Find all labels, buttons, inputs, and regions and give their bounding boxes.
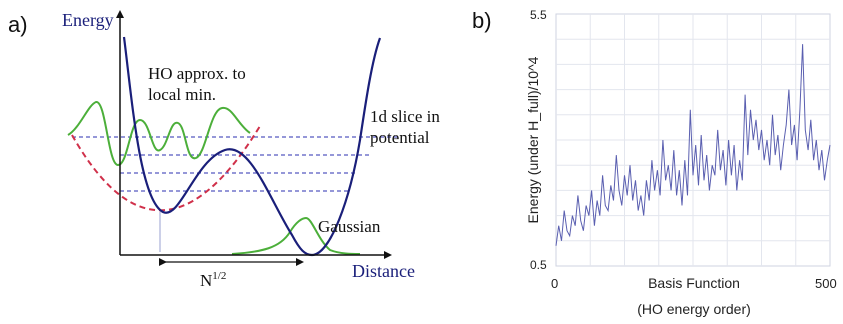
x-axis-label-b-2: (HO energy order)	[637, 301, 751, 317]
slice-annotation-line-2: potential	[370, 128, 430, 147]
x-tick-max: 500	[815, 276, 837, 291]
y-axis-label-b: Energy (under H_full)/10^4	[525, 56, 541, 223]
ho-annotation-line-1: HO approx. to	[148, 64, 246, 83]
ho-annotation-line-2: local min.	[148, 85, 216, 104]
energy-levels	[72, 136, 400, 192]
gaussian-curve	[231, 216, 361, 255]
y-axis-label: Energy	[62, 10, 114, 30]
potential-curve	[122, 36, 382, 257]
wavefunction-curve	[67, 101, 251, 167]
x-axis-label: Distance	[352, 261, 415, 281]
panel-a: a) Energy Distance HO approx. to local m…	[8, 10, 440, 290]
width-label: N1/2	[200, 270, 226, 290]
y-tick-min: 0.5	[530, 258, 547, 272]
width-label-exponent: 1/2	[212, 270, 226, 282]
width-label-base: N	[200, 271, 212, 290]
panel-b-plot	[555, 13, 831, 267]
ho-approx-curve	[71, 125, 261, 212]
series-line-0	[555, 44, 831, 246]
slice-annotation-line-1: 1d slice in	[370, 107, 440, 126]
panel-b-label: b)	[472, 8, 492, 33]
y-tick-max: 5.5	[530, 8, 547, 22]
panel-b: b) 5.5 0.5 0 500 Energy (under H_full)/1…	[472, 8, 837, 317]
gaussian-annotation: Gaussian	[318, 217, 381, 236]
x-axis-label-b: Basis Function	[648, 275, 740, 291]
x-tick-min: 0	[551, 276, 558, 291]
panel-a-label: a)	[8, 12, 28, 37]
